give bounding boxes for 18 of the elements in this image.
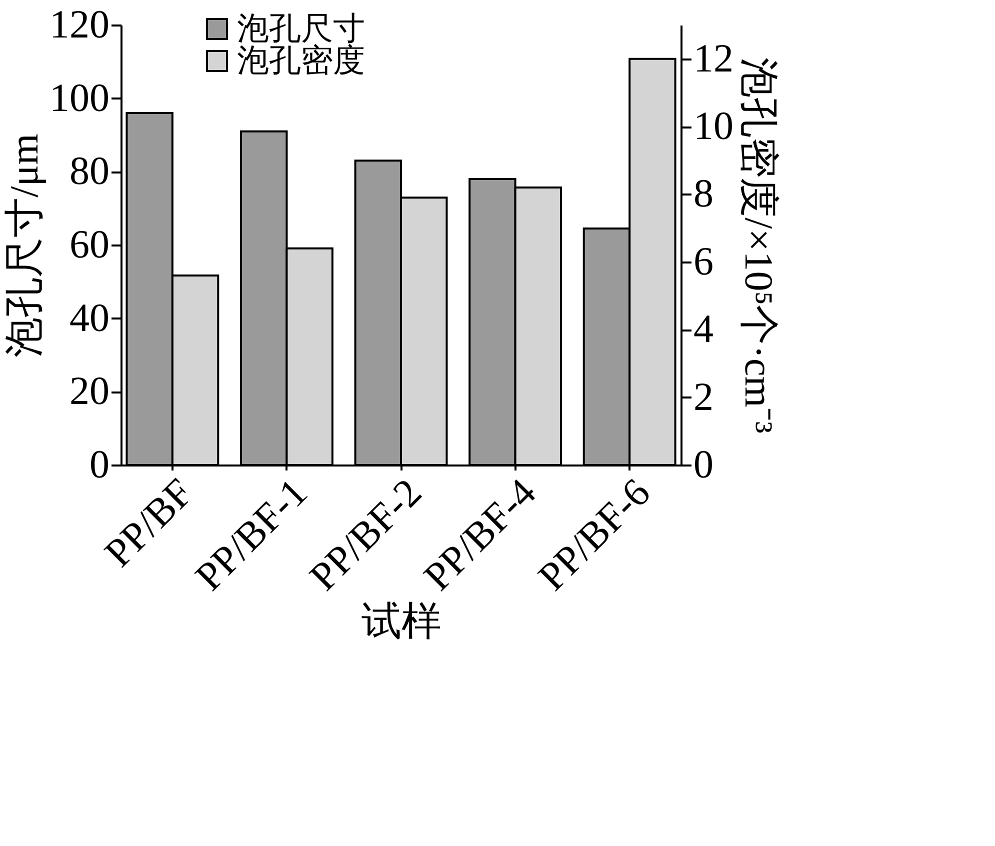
y2-tick-label: 4 [694,306,714,352]
y-tick-label: 20 [70,368,110,414]
y-tick-label: 0 [90,442,110,486]
y2-tick-label: 2 [694,374,714,419]
legend-label: 泡孔密度 [237,42,365,78]
y2-tick-label: 12 [694,35,734,80]
y-tick-label: 80 [70,148,110,194]
y2-tick-label: 6 [694,238,714,284]
y-tick-label: 40 [70,294,110,340]
y2-tick-label: 10 [694,103,734,148]
y2-tick-label: 8 [694,170,714,216]
y-tick-label: 100 [50,74,110,120]
y2-tick-label: 0 [694,442,714,486]
x-axis-title: 试样 [362,598,442,644]
y2-axis-title: 泡孔密度/×10⁵个·cm⁻³ [736,58,782,434]
y-axis-title: 泡孔尺寸/μm [2,134,46,358]
y-tick-label: 60 [70,222,110,266]
y-tick-label: 120 [50,2,110,46]
